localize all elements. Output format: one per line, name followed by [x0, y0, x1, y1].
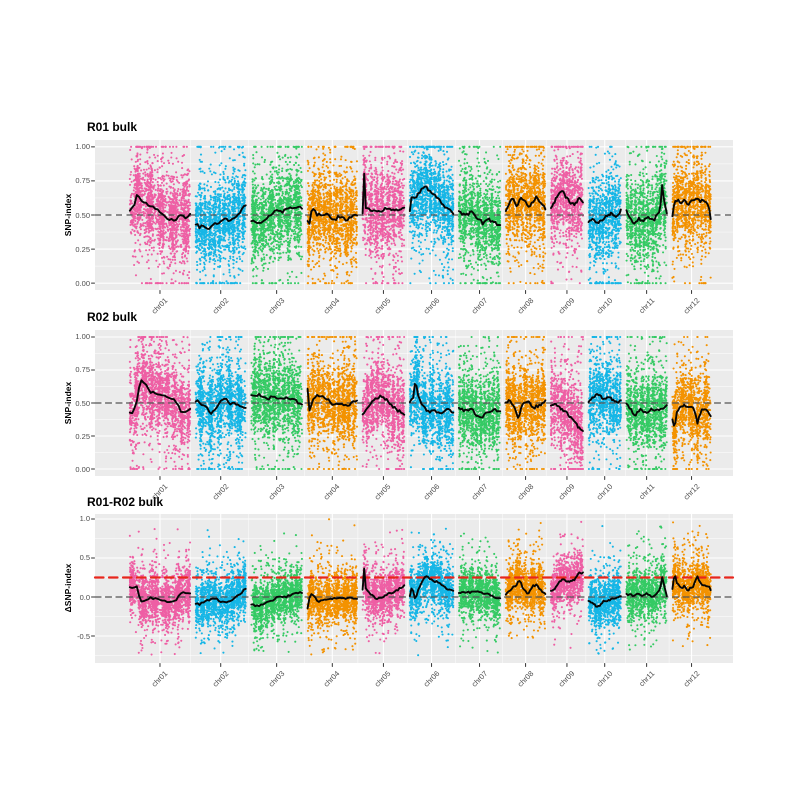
panel-2-y-axis-title: SNP-index [63, 381, 73, 425]
panel-1-title: R01 bulk [87, 120, 138, 134]
panel-1-y-axis-title: SNP-index [63, 193, 73, 237]
panel-3-title: R01-R02 bulk [87, 495, 164, 509]
panel-3-y-axis-title: ΔSNP-index [63, 563, 73, 613]
panel-2-title: R02 bulk [87, 310, 138, 324]
